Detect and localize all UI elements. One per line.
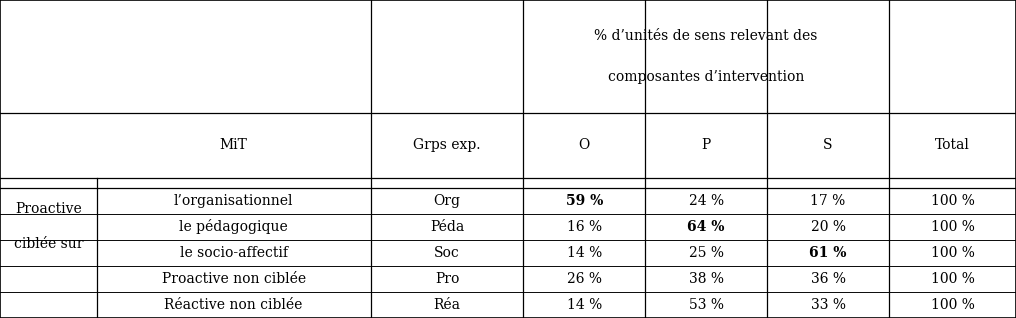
Text: P: P <box>701 138 711 153</box>
Text: ciblée sur: ciblée sur <box>13 237 83 251</box>
Text: Grps exp.: Grps exp. <box>414 138 481 153</box>
Text: 100 %: 100 % <box>931 194 974 208</box>
Text: composantes d’intervention: composantes d’intervention <box>608 70 805 84</box>
Text: Total: Total <box>935 138 970 153</box>
Text: 14 %: 14 % <box>567 298 601 312</box>
Text: Proactive: Proactive <box>15 202 81 216</box>
Text: 24 %: 24 % <box>689 194 723 208</box>
Text: % d’unités de sens relevant des: % d’unités de sens relevant des <box>594 29 818 43</box>
Text: 59 %: 59 % <box>566 194 602 208</box>
Text: 100 %: 100 % <box>931 272 974 286</box>
Text: 64 %: 64 % <box>688 220 724 234</box>
Text: l’organisationnel: l’organisationnel <box>174 194 294 208</box>
Text: le socio-affectif: le socio-affectif <box>180 246 288 260</box>
Text: le pédagogique: le pédagogique <box>179 219 289 234</box>
Text: Proactive non ciblée: Proactive non ciblée <box>162 272 306 286</box>
Text: Péda: Péda <box>430 220 464 234</box>
Text: O: O <box>578 138 590 153</box>
Text: 25 %: 25 % <box>689 246 723 260</box>
Text: 100 %: 100 % <box>931 246 974 260</box>
Text: 33 %: 33 % <box>811 298 845 312</box>
Text: S: S <box>823 138 833 153</box>
Text: 38 %: 38 % <box>689 272 723 286</box>
Text: Pro: Pro <box>435 272 459 286</box>
Text: 100 %: 100 % <box>931 298 974 312</box>
Text: 20 %: 20 % <box>811 220 845 234</box>
Text: 16 %: 16 % <box>567 220 601 234</box>
Text: 14 %: 14 % <box>567 246 601 260</box>
Text: Réactive non ciblée: Réactive non ciblée <box>165 298 303 312</box>
Text: 26 %: 26 % <box>567 272 601 286</box>
Text: 36 %: 36 % <box>811 272 845 286</box>
Text: 17 %: 17 % <box>811 194 845 208</box>
Text: 53 %: 53 % <box>689 298 723 312</box>
Text: MiT: MiT <box>219 138 248 153</box>
Text: Org: Org <box>434 194 460 208</box>
Text: Réa: Réa <box>434 298 460 312</box>
Text: 61 %: 61 % <box>810 246 846 260</box>
Text: Soc: Soc <box>434 246 460 260</box>
Text: 100 %: 100 % <box>931 220 974 234</box>
